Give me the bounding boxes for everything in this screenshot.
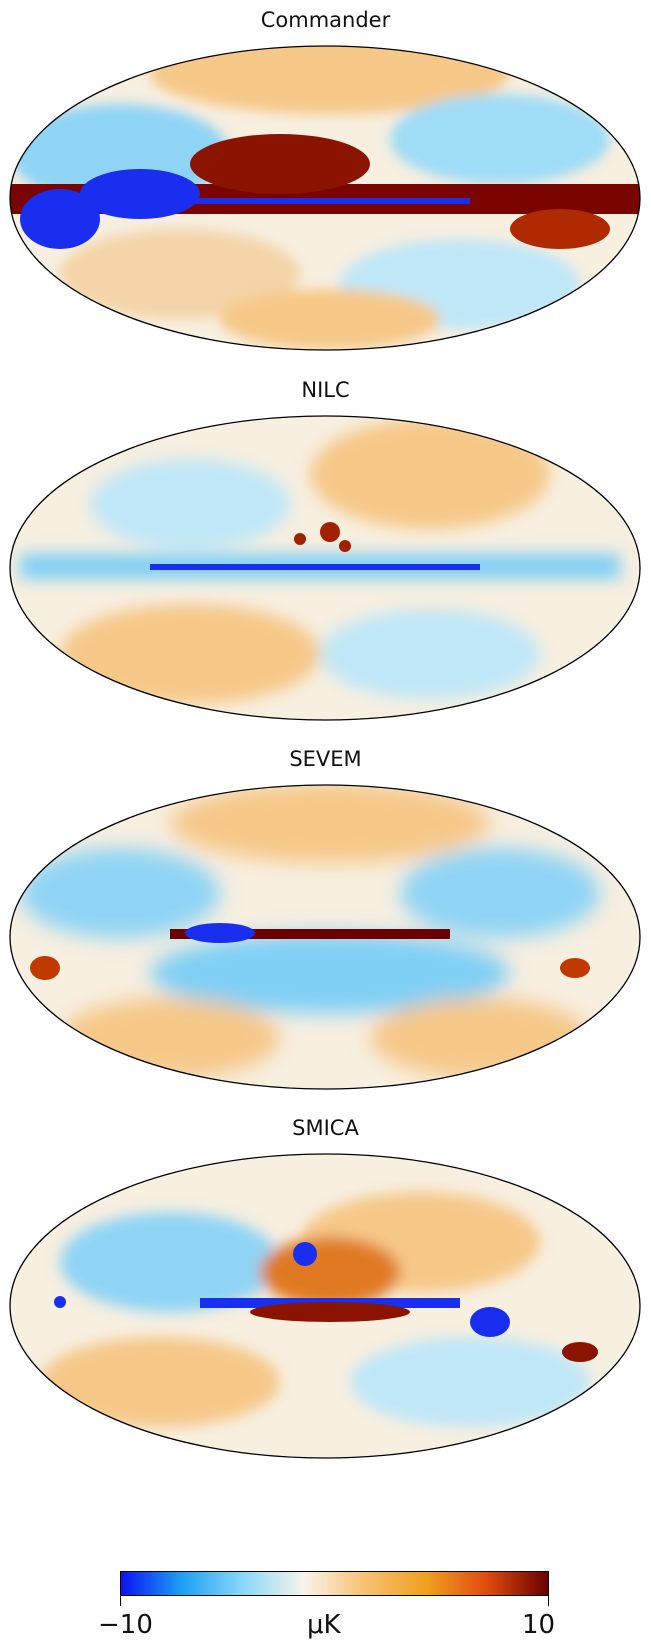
colorbar-min-tick	[120, 1596, 122, 1606]
map-title: SEVEM	[289, 747, 362, 771]
colorbar-max-tick	[548, 1596, 550, 1606]
colorbar-unit-label: μK	[307, 1610, 341, 1640]
colorbar-min-label: −10	[98, 1610, 153, 1640]
map-title: NILC	[301, 378, 350, 402]
sky-map-smica	[9, 1153, 641, 1459]
sky-map-nilc	[9, 415, 641, 721]
colorbar	[120, 1571, 549, 1596]
map-title: SMICA	[292, 1116, 359, 1140]
sky-map-commander	[9, 45, 641, 351]
sky-map-sevem	[9, 784, 641, 1090]
map-title: Commander	[260, 8, 391, 32]
colorbar-max-label: 10	[522, 1610, 556, 1640]
